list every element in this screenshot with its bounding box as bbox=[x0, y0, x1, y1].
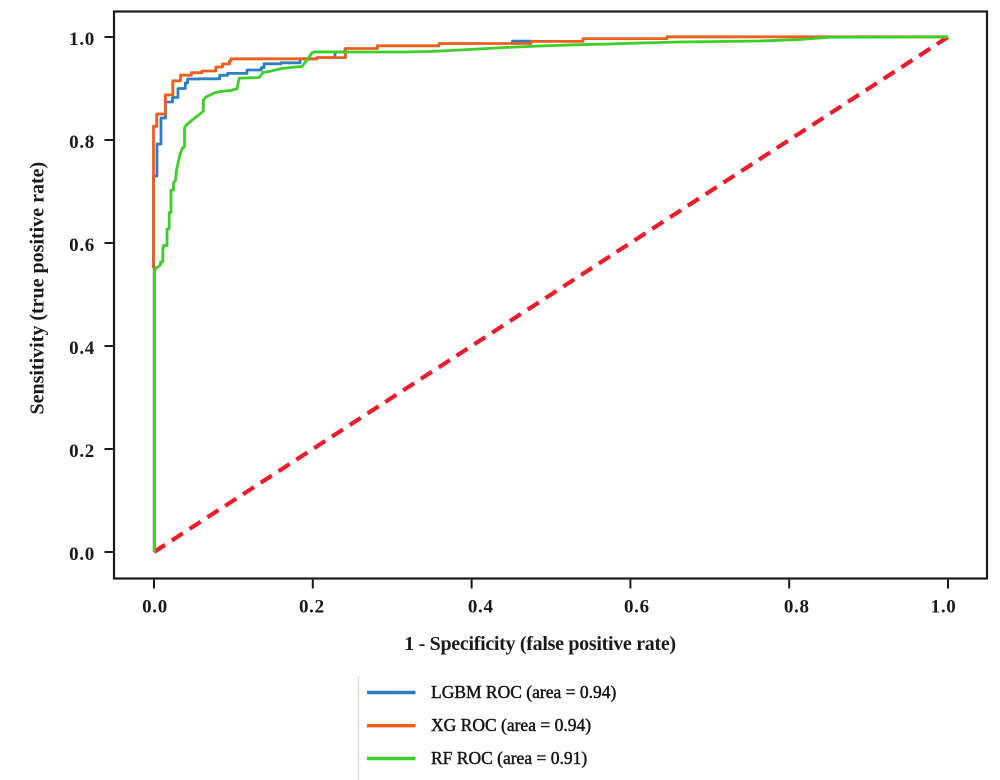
svg-text:0.8: 0.8 bbox=[69, 132, 95, 153]
svg-text:0.4: 0.4 bbox=[69, 338, 95, 359]
svg-text:RF ROC (area = 0.91): RF ROC (area = 0.91) bbox=[431, 748, 587, 768]
svg-text:0.0: 0.0 bbox=[69, 544, 95, 565]
svg-text:0.6: 0.6 bbox=[624, 597, 650, 618]
svg-text:0.4: 0.4 bbox=[468, 597, 494, 618]
svg-text:Sensitivity (true positive rat: Sensitivity (true positive rate) bbox=[27, 162, 49, 415]
svg-text:1.0: 1.0 bbox=[931, 597, 957, 618]
svg-text:0.0: 0.0 bbox=[142, 597, 168, 618]
svg-text:LGBM ROC (area = 0.94): LGBM ROC (area = 0.94) bbox=[431, 682, 616, 702]
svg-text:0.2: 0.2 bbox=[69, 441, 95, 462]
svg-text:0.6: 0.6 bbox=[69, 235, 95, 256]
svg-text:1.0: 1.0 bbox=[69, 29, 95, 50]
svg-text:0.8: 0.8 bbox=[784, 597, 810, 618]
svg-text:XG ROC (area = 0.94): XG ROC (area = 0.94) bbox=[431, 715, 591, 735]
svg-text:0.2: 0.2 bbox=[299, 597, 325, 618]
svg-text:1 - Specificity (false positiv: 1 - Specificity (false positive rate) bbox=[404, 633, 676, 655]
